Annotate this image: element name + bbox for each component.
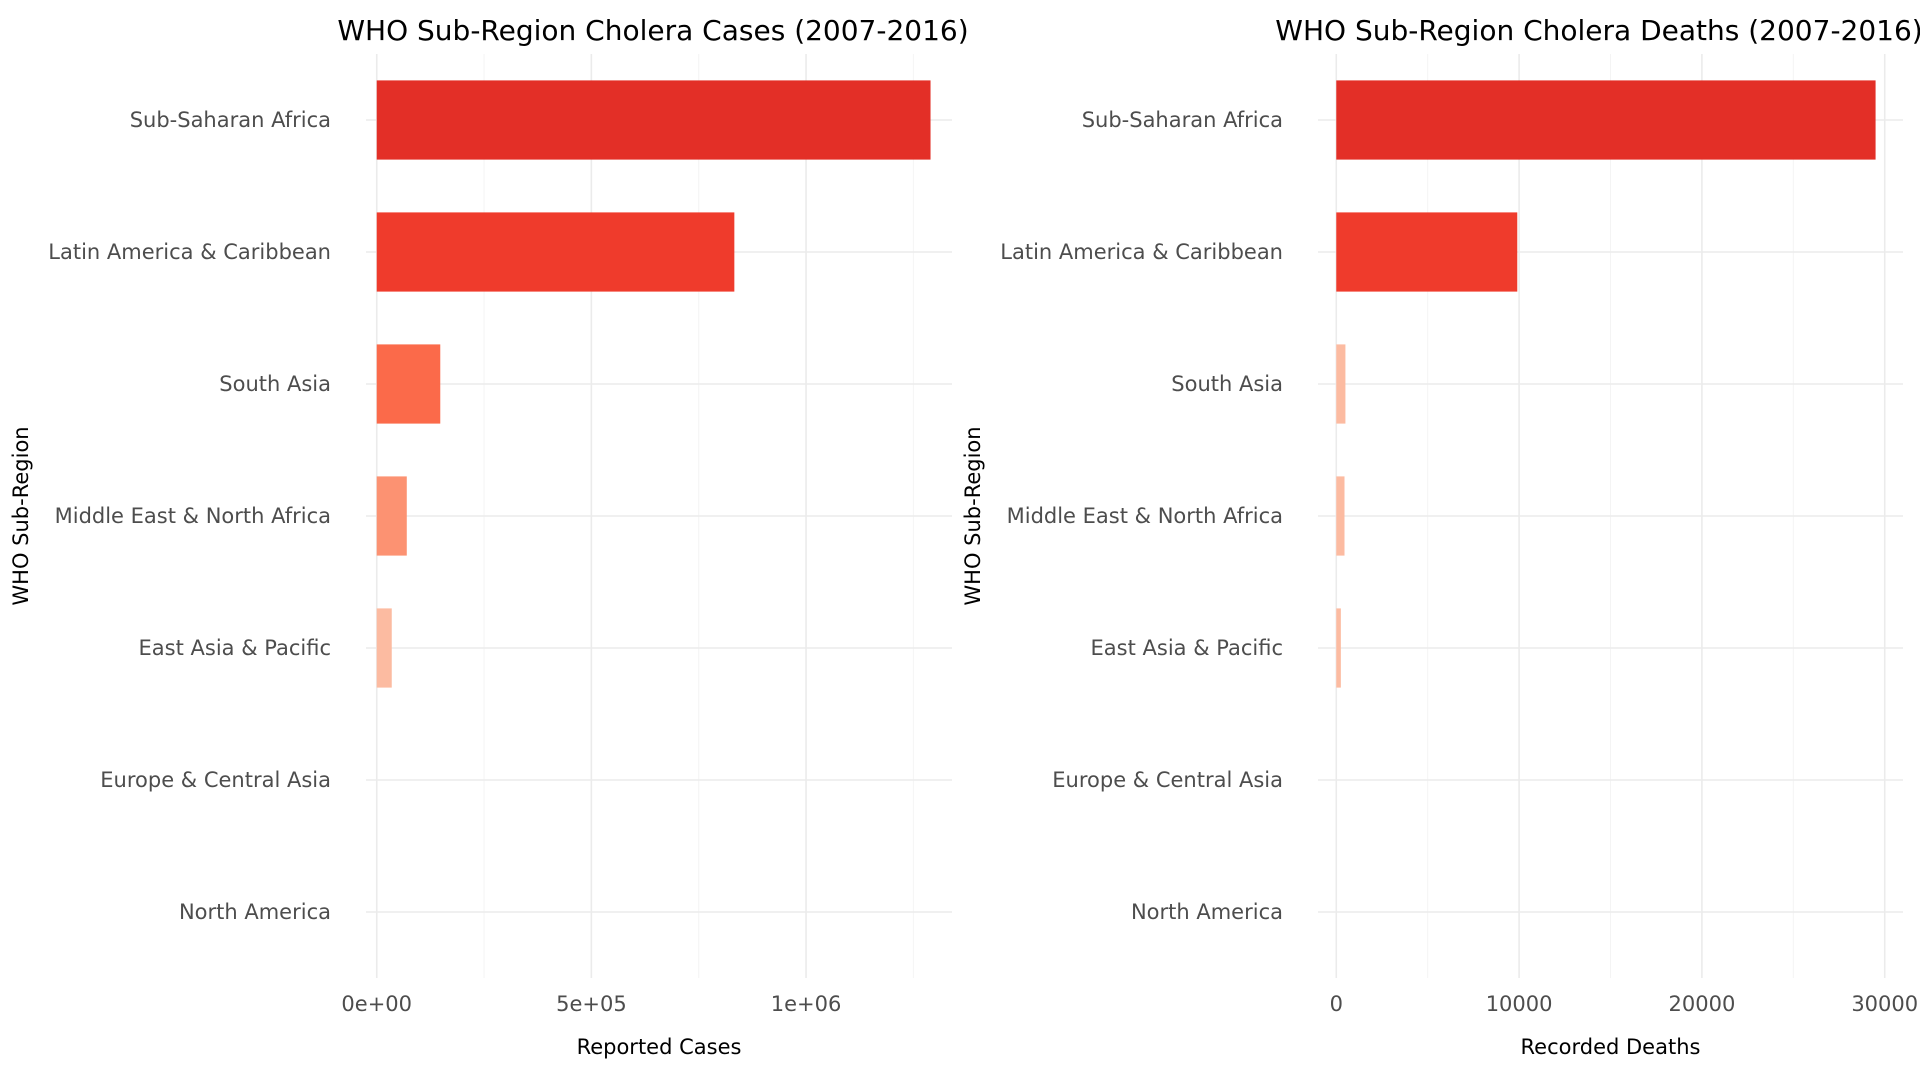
deaths-category-label-latin-america-and-caribbean: Latin America & Caribbean — [1000, 240, 1283, 264]
cases-x-tick-label-2: 1e+06 — [771, 992, 842, 1016]
cases-category-label-latin-america-and-caribbean: Latin America & Caribbean — [48, 240, 331, 264]
deaths-chart-panel: Sub-Saharan Africa Latin America & Caribb… — [961, 14, 1920, 1059]
cases-category-label-sub-saharan-africa: Sub-Saharan Africa — [130, 108, 331, 132]
deaths-category-label-europe-and-central-asia: Europe & Central Asia — [1052, 768, 1283, 792]
cases-y-axis-title: WHO Sub-Region — [9, 426, 33, 605]
deaths-bar-latin-america-and-caribbean — [1336, 212, 1518, 292]
cases-category-label-south-asia: South Asia — [219, 372, 331, 396]
deaths-x-tick-label-2: 20000 — [1669, 992, 1736, 1016]
cases-bar-middle-east-and-north-africa — [376, 476, 407, 556]
deaths-x-tick-label-3: 30000 — [1851, 992, 1918, 1016]
cases-category-label-europe-and-central-asia: Europe & Central Asia — [100, 768, 331, 792]
cases-category-label-middle-east-and-north-africa: Middle East & North Africa — [55, 504, 331, 528]
deaths-y-axis-title: WHO Sub-Region — [961, 426, 985, 605]
cases-bar-east-asia-and-pacific — [376, 608, 392, 688]
deaths-x-tick-label-0: 0 — [1330, 992, 1343, 1016]
cases-x-tick-label-1: 5e+05 — [556, 992, 627, 1016]
deaths-category-label-sub-saharan-africa: Sub-Saharan Africa — [1082, 108, 1283, 132]
deaths-chart-title: WHO Sub-Region Cholera Deaths (2007-2016… — [1275, 14, 1920, 47]
deaths-x-axis-title: Recorded Deaths — [1521, 1035, 1701, 1059]
deaths-bar-middle-east-and-north-africa — [1336, 476, 1345, 556]
cases-chart-title: WHO Sub-Region Cholera Cases (2007-2016) — [337, 14, 968, 47]
cases-category-label-north-america: North America — [179, 900, 331, 924]
deaths-category-label-middle-east-and-north-africa: Middle East & North Africa — [1007, 504, 1283, 528]
deaths-category-label-east-asia-and-pacific: East Asia & Pacific — [1091, 636, 1283, 660]
deaths-category-label-south-asia: South Asia — [1171, 372, 1283, 396]
deaths-bar-south-asia — [1336, 344, 1346, 424]
deaths-x-tick-label-1: 10000 — [1486, 992, 1553, 1016]
deaths-bar-east-asia-and-pacific — [1336, 608, 1341, 688]
cases-x-axis-title: Reported Cases — [577, 1035, 742, 1059]
deaths-bar-sub-saharan-africa — [1336, 80, 1876, 160]
cases-bar-latin-america-and-caribbean — [376, 212, 735, 292]
deaths-category-label-north-america: North America — [1131, 900, 1283, 924]
cases-chart-panel: Sub-Saharan Africa Latin America & Caribb… — [9, 14, 969, 1059]
cases-bar-south-asia — [376, 344, 441, 424]
cases-category-label-east-asia-and-pacific: East Asia & Pacific — [139, 636, 331, 660]
cases-bar-sub-saharan-africa — [376, 80, 931, 160]
cases-x-tick-label-0: 0e+00 — [341, 992, 412, 1016]
